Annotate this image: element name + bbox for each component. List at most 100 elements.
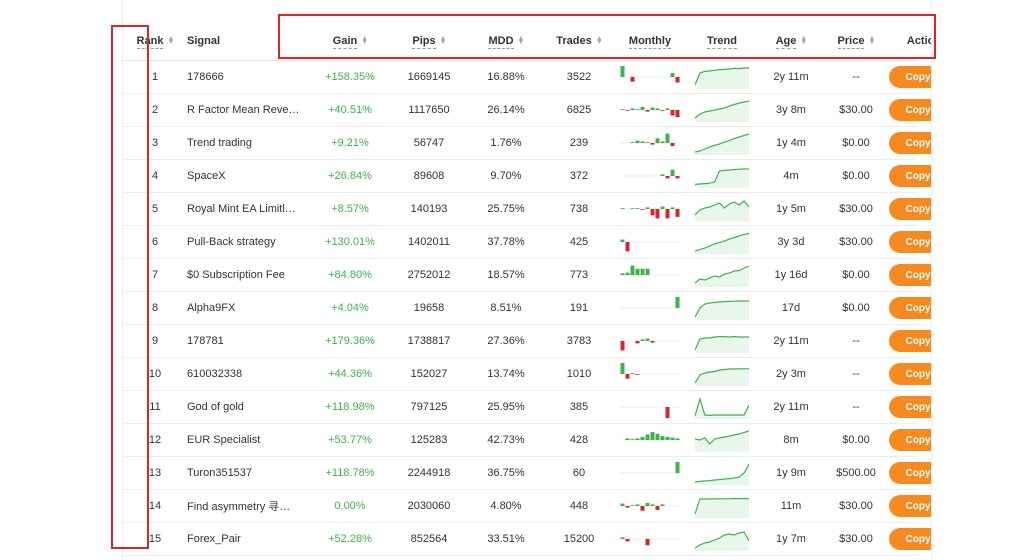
trend-line <box>695 463 749 483</box>
rank-cell: 14 <box>148 500 162 512</box>
mdd-cell: 8.51% <box>490 302 522 314</box>
age-column-cell: 3y 8m <box>759 93 823 127</box>
table-row[interactable]: 14 Find asymmetry 寻… 0.00% 2030060 4.80% 448 1… <box>123 489 931 523</box>
column-header-gain[interactable]: Gain ▲ ▼ <box>311 22 389 61</box>
sort-icon[interactable]: ▲ ▼ <box>361 35 369 47</box>
price-column-cell: $30.00 <box>823 522 889 556</box>
trend-sparkline <box>695 265 749 287</box>
monthly-bar <box>640 339 645 341</box>
signal-name-link[interactable]: God of gold <box>187 401 244 413</box>
signal-name-link[interactable]: Trend trading <box>187 137 253 149</box>
table-row[interactable]: 9 178781 +179.36% 1738817 27.36% 3783 2y 11m --… <box>123 324 931 358</box>
signal-name-link[interactable]: Forex_Pair <box>187 533 241 545</box>
mdd-cell: 16.88% <box>487 71 525 83</box>
signal-name-link[interactable]: Alpha9FX <box>187 302 236 314</box>
table-row[interactable]: 2 R Factor Mean Reve… +40.51% 1117650 26.14%… <box>123 93 931 127</box>
sort-icon[interactable]: ▲ ▼ <box>517 35 525 47</box>
rank-column-cell: 15 <box>123 522 187 556</box>
monthly-sparkline <box>620 537 680 546</box>
price-cell: $30.00 <box>839 533 873 545</box>
sort-icon[interactable]: ▲ ▼ <box>595 35 603 47</box>
table-row[interactable]: 12 EUR Specialist +53.77% 125283 42.73% 428 8m… <box>123 423 931 457</box>
monthly-bar <box>650 107 655 110</box>
signal-name-link[interactable]: Pull-Back strategy <box>187 236 276 248</box>
trend-column-cell <box>685 126 759 160</box>
signal-name-link[interactable]: $0 Subscription Fee <box>187 269 285 281</box>
table-row[interactable]: 1 178666 +158.35% 1669145 16.88% 3522 2y 11m --… <box>123 60 931 94</box>
mdd-column-cell: 25.95% <box>469 390 543 424</box>
copy-button[interactable]: Copy <box>889 66 931 88</box>
table-row[interactable]: 3 Trend trading +9.21% 56747 1.76% 239 1y 4m $0… <box>123 126 931 160</box>
pips-cell: 2030060 <box>407 500 451 512</box>
signal-name-link[interactable]: 610032338 <box>187 368 243 380</box>
price-cell: $30.00 <box>839 203 873 215</box>
table-row[interactable]: 6 Pull-Back strategy +130.01% 1402011 37.78%… <box>123 225 931 259</box>
signal-column-cell: Forex_Pair <box>187 522 311 556</box>
column-header-trades[interactable]: Trades ▲ ▼ <box>543 22 615 61</box>
mdd-column-cell: 1.76% <box>469 126 543 160</box>
signal-column-cell: Alpha9FX <box>187 291 311 325</box>
copy-button[interactable]: Copy <box>889 396 931 418</box>
signal-name-link[interactable]: SpaceX <box>187 170 226 182</box>
signal-name-link[interactable]: 178781 <box>187 335 224 347</box>
column-header-price[interactable]: Price ▲ ▼ <box>823 22 889 61</box>
copy-button[interactable]: Copy <box>889 429 931 451</box>
sort-icon[interactable]: ▲ ▼ <box>868 35 876 47</box>
rank-cell: 5 <box>151 203 159 215</box>
signal-name-link[interactable]: Turon351537 <box>187 467 253 479</box>
monthly-column-cell <box>615 192 685 226</box>
monthly-bar <box>630 265 635 275</box>
copy-button[interactable]: Copy <box>889 132 931 154</box>
monthly-bar <box>625 506 630 508</box>
action-column-cell: Copy <box>889 456 931 490</box>
trend-line <box>695 265 749 284</box>
copy-button[interactable]: Copy <box>889 231 931 253</box>
signal-name-link[interactable]: Find asymmetry 寻… <box>187 501 291 513</box>
signal-name-link[interactable]: 178666 <box>187 71 224 83</box>
table-row[interactable]: 5 Royal Mint EA Limitl… +8.57% 140193 25.75%… <box>123 192 931 226</box>
signal-name-link[interactable]: EUR Specialist <box>187 434 261 446</box>
price-cell: $0.00 <box>842 434 870 446</box>
trend-column-cell <box>685 225 759 259</box>
copy-button[interactable]: Copy <box>889 198 931 220</box>
sort-icon[interactable]: ▲ ▼ <box>439 35 447 47</box>
copy-button[interactable]: Copy <box>889 99 931 121</box>
price-cell: $0.00 <box>842 137 870 149</box>
table-row[interactable]: 13 Turon351537 +118.78% 2244918 36.75% 60 1y 9… <box>123 456 931 490</box>
sort-icon[interactable]: ▲ ▼ <box>167 35 175 47</box>
gain-column-cell: +118.98% <box>311 390 389 424</box>
column-header-mdd[interactable]: MDD ▲ ▼ <box>469 22 543 61</box>
table-row[interactable]: 7 $0 Subscription Fee +84.80% 2752012 18.57%… <box>123 258 931 292</box>
column-header-age[interactable]: Age ▲ ▼ <box>759 22 823 61</box>
signal-name-link[interactable]: R Factor Mean Reve… <box>187 104 300 116</box>
copy-button[interactable]: Copy <box>889 264 931 286</box>
column-header-pips[interactable]: Pips ▲ ▼ <box>389 22 469 61</box>
trend-column-cell <box>685 93 759 127</box>
copy-button[interactable]: Copy <box>889 528 931 550</box>
copy-button[interactable]: Copy <box>889 495 931 517</box>
age-cell: 2y 11m <box>773 71 809 83</box>
table-row[interactable]: 8 Alpha9FX +4.04% 19658 8.51% 191 17d $0.00 Copy <box>123 291 931 325</box>
copy-button[interactable]: Copy <box>889 462 931 484</box>
monthly-bar <box>650 341 655 343</box>
copy-button[interactable]: Copy <box>889 363 931 385</box>
table-row[interactable]: 4 SpaceX +26.84% 89608 9.70% 372 4m $0.00 Copy <box>123 159 931 193</box>
table-row[interactable]: 11 God of gold +118.98% 797125 25.95% 385 2y 1… <box>123 390 931 424</box>
sort-icon[interactable]: ▲ ▼ <box>800 35 808 47</box>
table-row[interactable]: 15 Forex_Pair +52.28% 852564 33.51% 15200 1y 7… <box>123 522 931 556</box>
monthly-bar <box>625 374 630 379</box>
copy-button[interactable]: Copy <box>889 165 931 187</box>
age-cell: 4m <box>783 170 799 182</box>
signal-name-link[interactable]: Royal Mint EA Limitl… <box>187 203 296 215</box>
copy-button[interactable]: Copy <box>889 330 931 352</box>
pips-cell: 89608 <box>413 170 445 182</box>
table-row[interactable]: 10 610032338 +44.36% 152027 13.74% 1010 2y 3m -… <box>123 357 931 391</box>
monthly-column-cell <box>615 258 685 292</box>
copy-button[interactable]: Copy <box>889 297 931 319</box>
trades-column-cell: 773 <box>543 258 615 292</box>
action-column-cell: Copy <box>889 192 931 226</box>
trades-cell: 773 <box>569 269 589 281</box>
price-column-cell: -- <box>823 357 889 391</box>
monthly-bar <box>675 110 680 118</box>
column-header-rank[interactable]: Rank ▲ ▼ <box>123 22 187 61</box>
